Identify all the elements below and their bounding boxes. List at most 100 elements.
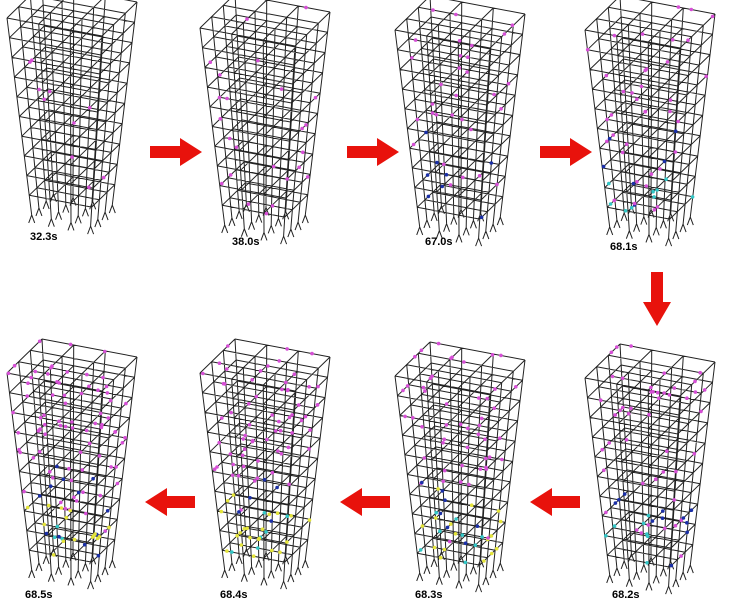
hinge — [454, 93, 459, 98]
hinge — [436, 487, 440, 491]
hinge — [97, 535, 102, 539]
tower — [6, 338, 138, 590]
hinge — [277, 359, 282, 363]
hinge — [649, 385, 653, 390]
hinge — [631, 181, 636, 186]
time-label: 68.5s — [25, 589, 53, 601]
hinge — [641, 521, 646, 526]
hinge — [69, 478, 74, 483]
hinge — [661, 470, 666, 474]
hinge — [498, 436, 502, 441]
hinge — [494, 546, 499, 551]
hinge — [489, 551, 494, 556]
hinge — [667, 393, 672, 397]
hinge — [109, 465, 113, 469]
hinge — [248, 535, 252, 540]
hinge — [585, 47, 590, 52]
hinge — [228, 452, 233, 456]
hinge — [459, 480, 463, 484]
hinge — [612, 33, 617, 38]
hinge — [405, 384, 410, 388]
frame — [394, 341, 526, 593]
time-label: 68.4s — [220, 589, 248, 601]
hinge — [63, 401, 68, 406]
hinge — [87, 384, 91, 389]
hinge — [260, 527, 265, 531]
hinge — [646, 513, 651, 518]
hinge — [448, 183, 453, 187]
hinge — [600, 447, 604, 452]
hinge — [57, 534, 61, 539]
hinge — [230, 550, 234, 554]
hinge — [225, 549, 229, 553]
hinge — [43, 422, 47, 427]
hinge — [307, 447, 311, 451]
hinge — [424, 130, 428, 135]
hinge — [453, 532, 458, 536]
time-label: 67.0s — [425, 236, 453, 248]
hinge — [70, 420, 74, 424]
hinge — [286, 445, 291, 450]
hinge — [477, 396, 481, 400]
hinge — [114, 465, 118, 469]
hinge — [120, 441, 125, 445]
hinge — [115, 481, 120, 486]
hinge — [432, 545, 437, 550]
hinge — [79, 391, 84, 396]
hinge — [411, 416, 415, 420]
hinge — [615, 345, 619, 349]
hinge — [653, 477, 658, 482]
hinge — [278, 428, 283, 433]
hinge — [68, 342, 73, 347]
hinge — [81, 490, 85, 495]
hinge — [107, 525, 111, 530]
hinge — [639, 531, 644, 535]
hinge — [241, 437, 245, 441]
hinge — [307, 518, 312, 522]
hinge — [644, 184, 649, 188]
hinge — [630, 91, 634, 95]
hinge — [257, 536, 262, 541]
hinge — [495, 182, 499, 187]
hinge — [241, 464, 246, 469]
hinge — [679, 554, 683, 558]
hinge — [98, 493, 103, 498]
hinge — [661, 509, 665, 513]
hinge — [280, 387, 284, 392]
hinge — [242, 527, 247, 531]
hinge — [55, 524, 60, 529]
hinge — [444, 402, 449, 406]
hinge — [466, 426, 470, 431]
frame — [584, 343, 716, 595]
hinge — [670, 38, 675, 42]
hinge — [247, 423, 252, 427]
hinge — [26, 381, 30, 386]
hinge — [82, 542, 87, 547]
hinge — [70, 426, 75, 430]
hinge — [251, 554, 256, 558]
hinge — [449, 522, 453, 526]
frame — [199, 0, 331, 245]
hinge — [304, 123, 308, 127]
hinge — [463, 560, 468, 565]
hinge — [607, 441, 611, 445]
hinge — [228, 173, 233, 177]
hinge — [639, 84, 644, 89]
tower — [199, 338, 331, 590]
hinge — [219, 509, 224, 514]
hinge — [689, 508, 694, 512]
hinge — [22, 489, 26, 494]
hinge — [50, 393, 55, 397]
hinge — [635, 528, 639, 532]
hinge — [492, 92, 496, 97]
hinge — [442, 437, 447, 442]
hinge — [63, 506, 68, 511]
hinge — [80, 468, 85, 472]
hinge — [246, 202, 251, 206]
hinge — [643, 68, 647, 73]
time-label: 38.0s — [232, 236, 260, 248]
hinge — [686, 38, 690, 42]
hinge — [301, 150, 305, 155]
hinge — [635, 180, 639, 184]
arrow-right — [347, 138, 399, 166]
